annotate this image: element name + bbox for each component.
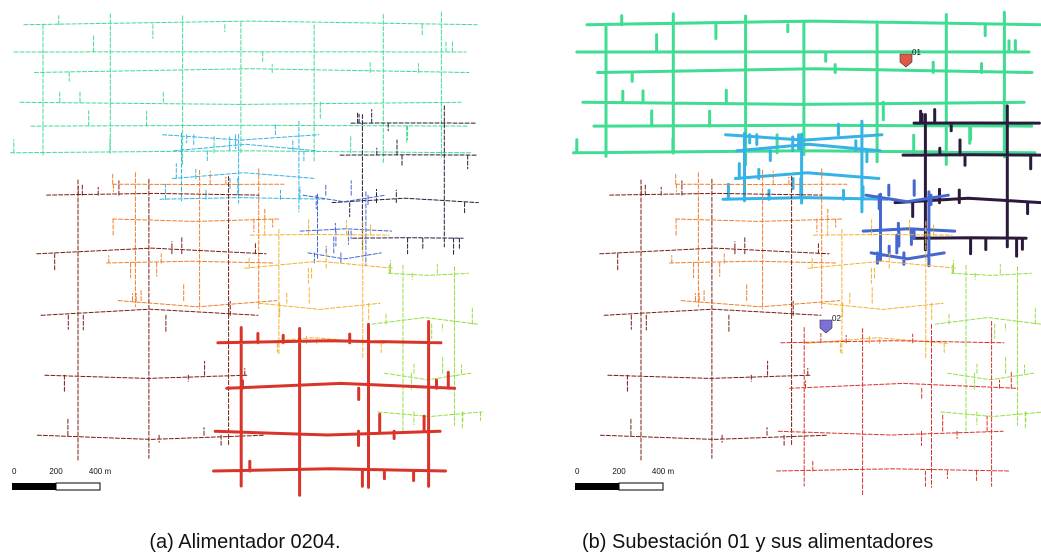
substation-label: 01 [912,48,921,57]
scale-label: 400 m [89,467,112,476]
substation-label: 02 [832,314,841,323]
scale-bar-white [56,483,100,490]
caption-a: (a) Alimentador 0204. [149,531,340,553]
feeder-brown [600,177,829,461]
feeder-lblue [160,121,324,212]
scale-label: 200 [49,467,63,476]
feeder-green [11,12,478,164]
feeder-orange [107,169,284,309]
substation-marker [900,54,912,67]
feeder-blue [300,181,392,266]
feeder-orange [670,169,847,309]
caption-b: (b) Subestación 01 y sus alimentadores [582,531,933,553]
feeder-green [574,12,1041,164]
scale-label: 200 [612,467,626,476]
feeder-purple [895,106,1041,256]
feeder-brown [37,177,266,461]
feeder-purple [332,106,478,256]
feeder-yellow [244,220,393,358]
scale-bar-black [12,483,56,490]
substation-marker [820,320,832,333]
feeder-red [214,322,455,496]
feeder-red [777,322,1018,496]
map-panel-b: 0 200 400 m 01 02 [574,12,1041,495]
scale-label: 0 [575,467,580,476]
scale-bar-white [619,483,663,490]
feeder-lime [935,261,1041,432]
scale-bar-black [575,483,619,490]
scale-label: 400 m [652,467,675,476]
scale-label: 0 [12,467,17,476]
map-panel-a: 0 200 400 m [11,12,483,495]
figure: 0 200 400 m 0 200 400 m 01 02 (a) Alimentador … [0,0,1041,559]
